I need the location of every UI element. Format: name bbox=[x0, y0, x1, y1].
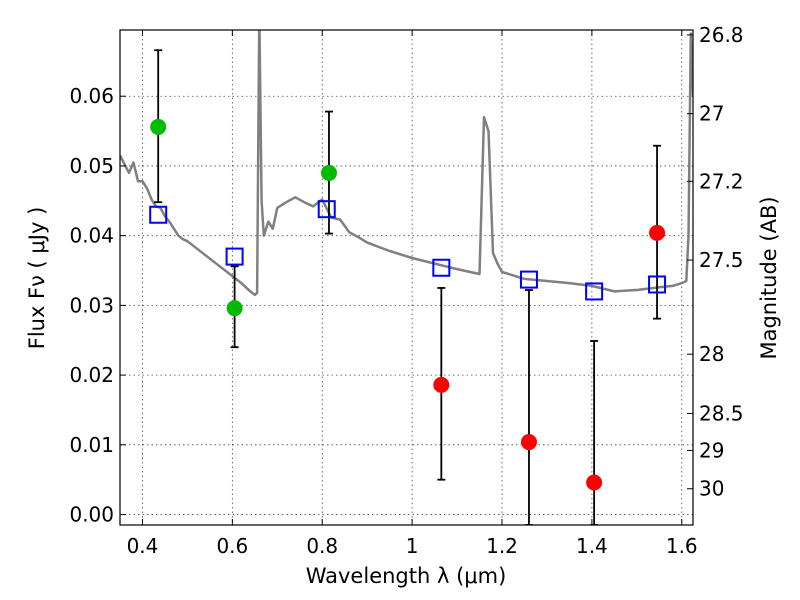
x-tick-label: 1.6 bbox=[666, 534, 698, 558]
model-photometry-square bbox=[519, 270, 538, 289]
x-tick-label: 0.4 bbox=[127, 534, 159, 558]
axis-ticks: 0.4 0.6 0.8 1 1.2 1.4 1.6 0.00 0.01 0.02 0.03 0.04 0… bbox=[69, 23, 743, 558]
y2-tick-label: 26.8 bbox=[699, 23, 744, 47]
non-detection-point bbox=[520, 434, 537, 451]
model-photometry-square bbox=[432, 258, 451, 277]
y2-tick-label: 28.5 bbox=[699, 401, 744, 425]
x-axis-label: Wavelength λ (μm) bbox=[306, 564, 507, 588]
detection-point bbox=[226, 300, 243, 317]
grid bbox=[120, 30, 693, 525]
model-photometry-square bbox=[149, 205, 168, 224]
y2-tick-label: 28 bbox=[699, 342, 724, 366]
x-tick-label: 0.6 bbox=[216, 534, 248, 558]
model-photometry-square bbox=[648, 275, 667, 294]
y-tick-label: 0.06 bbox=[69, 84, 114, 108]
model-photometry-square bbox=[317, 200, 336, 219]
y-tick-label: 0.00 bbox=[69, 503, 114, 527]
model-spectrum-line bbox=[120, 30, 693, 297]
non-detection-point bbox=[649, 224, 666, 241]
model-photometry-square bbox=[585, 282, 604, 301]
y2-tick-label: 29 bbox=[699, 438, 724, 462]
non-detection-point bbox=[586, 474, 603, 491]
y-tick-label: 0.03 bbox=[69, 293, 114, 317]
y-tick-label: 0.05 bbox=[69, 154, 114, 178]
model-photometry-square bbox=[225, 247, 244, 266]
x-tick-label: 1 bbox=[406, 534, 419, 558]
y2-axis-label: Magnitude (AB) bbox=[757, 196, 781, 359]
detection-point bbox=[150, 118, 167, 135]
y-tick-label: 0.01 bbox=[69, 433, 114, 457]
detection-point bbox=[320, 164, 337, 181]
y-tick-label: 0.02 bbox=[69, 363, 114, 387]
non-detection-point bbox=[433, 376, 450, 393]
x-tick-label: 1.2 bbox=[486, 534, 518, 558]
x-tick-label: 0.8 bbox=[306, 534, 338, 558]
y-axis-label: Flux Fν ( μJy ) bbox=[25, 207, 49, 350]
y2-tick-label: 27 bbox=[699, 102, 724, 126]
y2-tick-label: 30 bbox=[699, 477, 724, 501]
plot-area bbox=[120, 30, 693, 525]
x-tick-label: 1.4 bbox=[576, 534, 608, 558]
plot-frame bbox=[119, 29, 694, 526]
y-tick-label: 0.04 bbox=[69, 224, 114, 248]
y2-tick-label: 27.5 bbox=[699, 248, 744, 272]
y2-tick-label: 27.2 bbox=[699, 169, 744, 193]
